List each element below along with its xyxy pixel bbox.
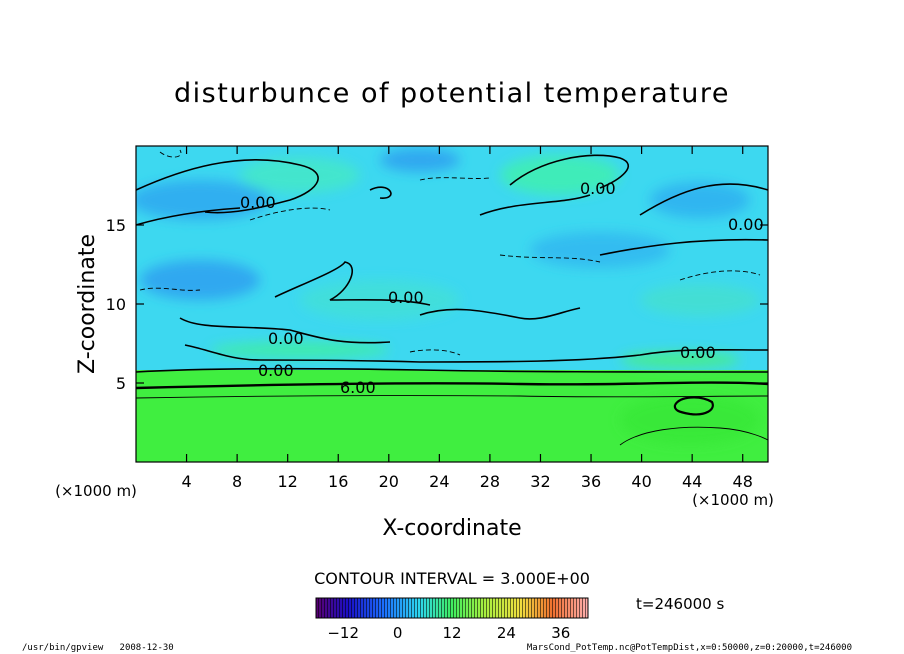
x-tick-label: 48 [733, 472, 753, 491]
chart-title: disturbunce of potential temperature [174, 78, 730, 109]
contour-label: 0.00 [258, 361, 294, 380]
colorbar-tick-label: 36 [551, 624, 570, 642]
x-tick-label: 24 [429, 472, 449, 491]
contour-label: 0.00 [240, 193, 276, 212]
contour-interval: CONTOUR INTERVAL = 3.000E+00 [314, 569, 590, 588]
x-tick-label: 12 [278, 472, 298, 491]
contour-label: 0.00 [268, 329, 304, 348]
x-tick-label: 32 [530, 472, 550, 491]
colorbar-tick-label: 0 [393, 624, 403, 642]
contour-labels: 0.00 0.00 0.00 0.00 0.00 0.00 0.00 6.00 [240, 179, 764, 397]
y-tick-label: 5 [116, 374, 126, 393]
contour-label: 0.00 [388, 288, 424, 307]
colorbar-tick-label: −12 [327, 624, 359, 642]
x-tick-label: 40 [631, 472, 651, 491]
y-axis-title: Z-coordinate [75, 234, 100, 374]
colorbar-tick-label: 24 [497, 624, 516, 642]
footer-right: MarsCond_PotTemp.nc@PotTempDist,x=0:5000… [527, 643, 852, 653]
y-tick-label: 10 [106, 295, 126, 314]
colorbar-ticks: −12 0 12 24 36 [327, 624, 570, 642]
colorbar-tick-label: 12 [442, 624, 461, 642]
contour-label: 6.00 [340, 378, 376, 397]
time-label: t=246000 s [636, 595, 724, 613]
colorbar [315, 597, 589, 619]
upper-field [136, 146, 768, 376]
x-tick-label: 36 [581, 472, 601, 491]
negative-contours [139, 149, 761, 356]
x-tick-label: 28 [480, 472, 500, 491]
x-axis-title: X-coordinate [382, 516, 521, 541]
contour-lines [136, 154, 768, 446]
contour-label: 0.00 [580, 179, 616, 198]
x-tick-label: 44 [682, 472, 702, 491]
plot-area [136, 146, 768, 462]
x-axis-ticks: 4 8 12 16 20 24 28 32 36 40 44 48 [181, 146, 753, 491]
x-tick-label: 4 [181, 472, 191, 491]
x-tick-label: 20 [379, 472, 399, 491]
y-axis-unit: (×1000 m) [55, 482, 137, 500]
x-tick-label: 8 [232, 472, 242, 491]
x-axis-unit: (×1000 m) [692, 491, 774, 509]
contour-label: 0.00 [680, 343, 716, 362]
field-texture [136, 148, 760, 445]
contour-label: 0.00 [728, 215, 764, 234]
y-tick-label: 15 [106, 216, 126, 235]
x-tick-label: 16 [328, 472, 348, 491]
footer-left: /usr/bin/gpview 2008-12-30 [22, 643, 174, 653]
y-axis-ticks: 5 10 15 [106, 216, 768, 393]
